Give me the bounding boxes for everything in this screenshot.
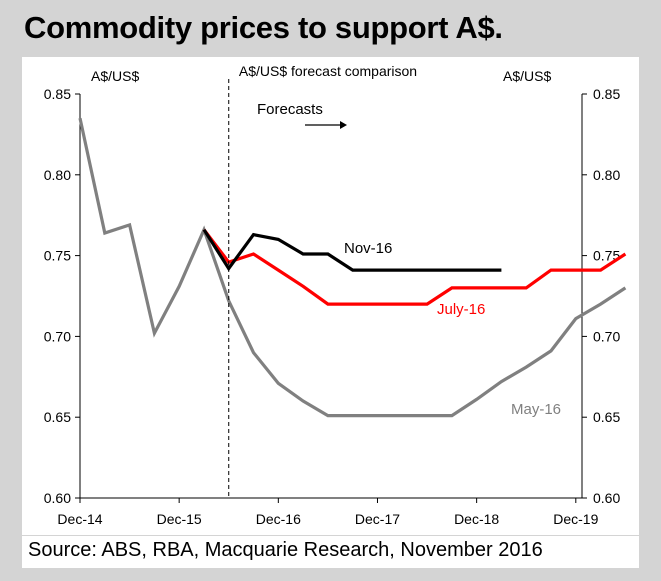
annotations: A$/US$ forecast comparison A$/US$ A$/US$…	[91, 63, 551, 498]
x-tick-label: Dec-17	[355, 511, 400, 527]
forecast-label: Forecasts	[257, 101, 323, 118]
series-line-july-16	[202, 228, 627, 306]
chart-title: A$/US$ forecast comparison	[239, 63, 417, 79]
plot-frame	[79, 94, 583, 499]
y-axis-left: 0.60 0.65 0.70 0.75 0.80 0.85	[44, 86, 80, 506]
y-tick-label-right: 0.75	[593, 248, 620, 264]
y-tick-label-right: 0.70	[593, 328, 620, 344]
y-tick-label-left: 0.85	[44, 86, 71, 102]
footer-bar: Source: ABS, RBA, Macquarie Research, No…	[22, 536, 639, 568]
y-axis-right-label: A$/US$	[503, 68, 551, 84]
x-tick-label: Dec-16	[256, 511, 301, 527]
y-tick-label-left: 0.65	[44, 409, 71, 425]
y-tick-label-left: 0.75	[44, 248, 71, 264]
x-axis: Dec-14 Dec-15 Dec-16 Dec-17 Dec-18 Dec-19	[57, 498, 599, 527]
y-tick-label-left: 0.60	[44, 490, 71, 506]
x-tick-label: Dec-14	[57, 511, 102, 527]
series-line-nov-16	[202, 228, 502, 272]
series-label-nov-16: Nov-16	[344, 240, 392, 257]
forecast-arrow-head	[340, 121, 347, 129]
y-tick-label-left: 0.80	[44, 167, 71, 183]
series-layer: May-16 July-16 Nov-16	[78, 117, 627, 418]
y-axis-right: 0.60 0.65 0.70 0.75 0.80 0.85	[582, 86, 620, 506]
y-tick-label-right: 0.85	[593, 86, 620, 102]
x-tick-label: Dec-19	[553, 511, 598, 527]
chart-panel: 0.60 0.65 0.70 0.75 0.80 0.85 0.60 0.65 0.70 0.7…	[22, 57, 639, 535]
x-tick-label: Dec-18	[454, 511, 499, 527]
y-axis-left-label: A$/US$	[91, 68, 139, 84]
y-tick-label-right: 0.60	[593, 490, 620, 506]
x-tick-label: Dec-15	[157, 511, 202, 527]
y-tick-label-right: 0.80	[593, 167, 620, 183]
source-note: Source: ABS, RBA, Macquarie Research, No…	[28, 539, 543, 561]
y-tick-label-left: 0.70	[44, 328, 71, 344]
series-label-july-16: July-16	[437, 301, 485, 318]
series-line-may-16	[78, 117, 627, 418]
series-label-may-16: May-16	[511, 401, 561, 418]
chart: 0.60 0.65 0.70 0.75 0.80 0.85 0.60 0.65 0.70 0.7…	[44, 63, 627, 527]
y-tick-label-right: 0.65	[593, 409, 620, 425]
headline: Commodity prices to support A$.	[24, 10, 503, 45]
